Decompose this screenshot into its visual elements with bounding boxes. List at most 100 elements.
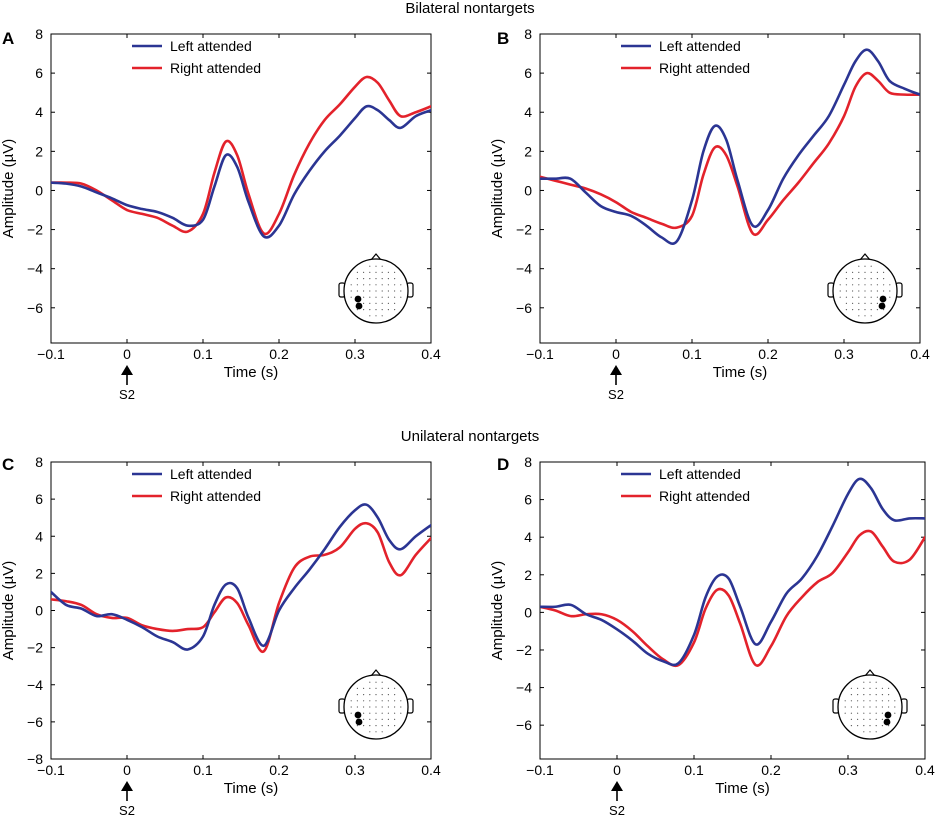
y-axis-label: Amplitude (µV) [0, 561, 17, 661]
electrode-dot [879, 295, 887, 303]
x-tick-label: 0.3 [834, 346, 854, 362]
y-tick-label: −6 [516, 300, 532, 316]
x-tick-label: 0.1 [682, 346, 702, 362]
scalp-map-icon [827, 253, 903, 324]
y-axis-label: Amplitude (µV) [0, 139, 17, 239]
s2-arrow-head [611, 781, 623, 791]
scalp-map-icon [832, 669, 908, 740]
x-axis-label: Time (s) [713, 364, 767, 381]
plot-frame [539, 461, 926, 760]
y-tick-label: −2 [516, 222, 532, 238]
y-tick-label: 8 [524, 26, 532, 42]
legend-entry: Right attended [170, 488, 261, 504]
legend-entry: Left attended [170, 466, 252, 482]
x-axis-label: Time (s) [224, 780, 278, 797]
y-tick-label: 4 [524, 529, 532, 545]
legend-entry: Left attended [170, 38, 252, 54]
x-axis-label: Time (s) [715, 780, 769, 797]
scalp-map-icon [338, 669, 414, 740]
x-tick-label: 0.3 [838, 762, 858, 778]
y-tick-label: −4 [516, 680, 532, 696]
y-tick-label: −6 [27, 300, 43, 316]
x-tick-label: 0 [613, 762, 621, 778]
x-tick-label: 0.3 [345, 346, 365, 362]
plot-frame [50, 33, 432, 344]
legend-entry: Right attended [659, 488, 750, 504]
x-tick-label: 0.2 [758, 346, 778, 362]
y-tick-label: −2 [516, 642, 532, 658]
panel-label: A [2, 29, 14, 48]
y-tick-label: 4 [35, 528, 43, 544]
s2-arrow-head [121, 781, 133, 791]
x-tick-label: 0.4 [915, 762, 935, 778]
y-tick-label: 2 [524, 567, 532, 583]
electrode-dot [354, 711, 362, 719]
x-tick-label: 0.2 [761, 762, 781, 778]
x-tick-label: −0.1 [526, 346, 554, 362]
y-tick-label: −2 [27, 640, 43, 656]
y-tick-label: 0 [35, 182, 43, 198]
panel-d: D −6 −4 −2 0 2 4 6 8 −0.1 0 0.1 0.2 0.3 0.4 Time (s) Amp… [489, 454, 935, 818]
y-tick-label: 0 [35, 603, 43, 619]
section-title-unilateral: Unilateral nontargets [401, 428, 539, 445]
electrode-dot [354, 295, 362, 303]
legend-entry: Right attended [170, 60, 261, 76]
y-tick-label: 4 [35, 104, 43, 120]
series-group [51, 503, 431, 653]
panel-c: C −8 −6 −4 −2 0 2 4 6 8 −0.1 0 0.1 0.2 0.3 0.4 Time (s) A… [0, 454, 441, 818]
y-tick-label: −6 [27, 714, 43, 730]
electrode-dot [878, 302, 886, 310]
y-tick-label: 6 [35, 65, 43, 81]
panel-label: B [497, 29, 509, 48]
electrode-dot [355, 302, 363, 310]
panel-a: A −6 −4 −2 0 2 4 6 8 −0.1 0 0.1 0.2 0.3 0.4 Time (s) Amp… [0, 26, 441, 402]
x-tick-label: 0.2 [269, 762, 289, 778]
x-tick-label: 0.2 [269, 346, 289, 362]
s2-arrow-head [610, 365, 622, 375]
x-tick-label: 0 [612, 346, 620, 362]
y-tick-label: 6 [35, 491, 43, 507]
s2-marker-label: S2 [609, 803, 625, 818]
s2-marker-label: S2 [119, 387, 135, 402]
y-tick-label: 2 [35, 565, 43, 581]
y-tick-label: −6 [516, 717, 532, 733]
legend-entry: Left attended [659, 38, 741, 54]
x-tick-label: 0 [123, 762, 131, 778]
series-line-right-attended [540, 71, 920, 237]
x-tick-label: 0.4 [421, 346, 441, 362]
series-line-left-attended [51, 503, 431, 651]
y-tick-label: 8 [35, 26, 43, 42]
x-axis-label: Time (s) [224, 364, 278, 381]
y-tick-label: 8 [524, 454, 532, 470]
x-tick-label: 0.4 [421, 762, 441, 778]
legend-entry: Right attended [659, 60, 750, 76]
panel-label: C [2, 455, 14, 474]
x-tick-label: 0 [123, 346, 131, 362]
x-tick-label: −0.1 [37, 346, 65, 362]
series-line-left-attended [540, 477, 925, 667]
y-tick-label: 0 [524, 604, 532, 620]
y-tick-label: 6 [524, 492, 532, 508]
x-tick-label: 0.4 [910, 346, 930, 362]
electrode-dot [883, 718, 891, 726]
series-line-right-attended [51, 75, 431, 236]
y-tick-label: −4 [516, 261, 532, 277]
y-tick-label: 2 [35, 143, 43, 159]
series-group [51, 75, 431, 239]
y-tick-label: −4 [27, 261, 43, 277]
x-tick-label: 0.1 [684, 762, 704, 778]
y-tick-label: 6 [524, 65, 532, 81]
y-tick-label: −4 [27, 677, 43, 693]
x-tick-label: 0.1 [193, 346, 213, 362]
panel-b: B −6 −4 −2 0 2 4 6 8 −0.1 0 0.1 0.2 0.3 0.4 Time (s) Amp… [489, 26, 930, 402]
y-tick-label: 8 [35, 454, 43, 470]
x-tick-label: 0.1 [193, 762, 213, 778]
x-tick-label: −0.1 [37, 762, 65, 778]
y-tick-label: 4 [524, 104, 532, 120]
x-tick-label: −0.1 [526, 762, 554, 778]
plot-frame [539, 33, 921, 344]
y-tick-label: 2 [524, 143, 532, 159]
panel-label: D [497, 455, 509, 474]
electrode-dot [884, 711, 892, 719]
